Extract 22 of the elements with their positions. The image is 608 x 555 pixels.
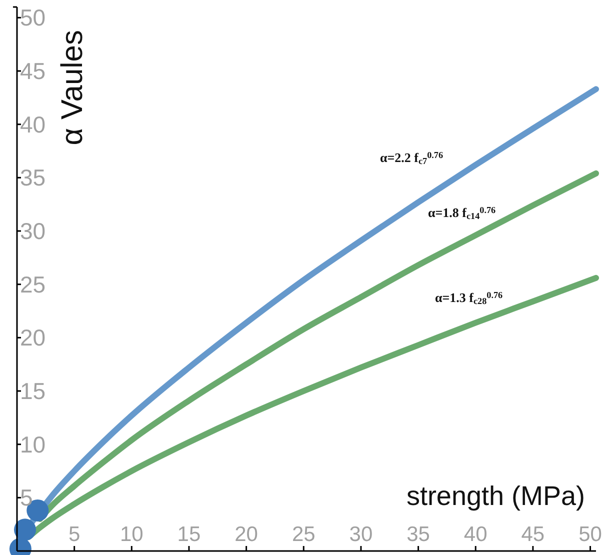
y-tick-label: 15 (20, 378, 46, 404)
x-tick-label: 25 (292, 523, 316, 546)
x-tick-label: 35 (406, 523, 430, 546)
x-tick-label: 40 (464, 523, 488, 546)
y-tick-label: 30 (20, 218, 46, 244)
x-axis-title: strength (MPa) (406, 481, 585, 511)
y-tick-label: 40 (20, 111, 46, 138)
y-axis-title: α Vaules (56, 30, 89, 146)
y-tick-label: 5 (20, 484, 33, 511)
x-tick-label: 5 (68, 523, 80, 546)
y-tick-label: 50 (20, 4, 46, 31)
x-tick-label: 45 (521, 523, 545, 546)
y-tick-label: 45 (20, 58, 46, 84)
x-tick-label: 15 (177, 523, 201, 546)
y-tick-label: 10 (20, 431, 46, 458)
x-tick-label: 20 (234, 523, 258, 546)
x-tick-label: 50 (578, 523, 602, 546)
y-tick-label: 25 (20, 271, 46, 298)
y-tick-label: 35 (20, 164, 46, 191)
x-tick-label: 10 (120, 523, 144, 546)
y-tick-label: 20 (20, 324, 46, 351)
x-tick-label: 30 (349, 523, 373, 546)
